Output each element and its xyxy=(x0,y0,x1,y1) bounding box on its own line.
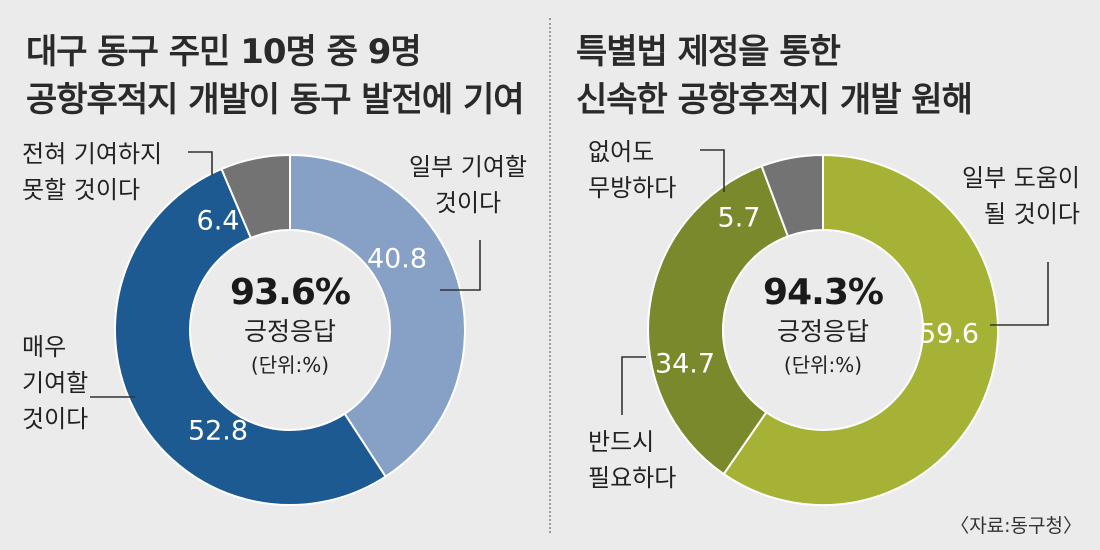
donut-slice xyxy=(760,153,824,238)
slice-value-label: 6.4 xyxy=(197,206,240,237)
leader-line xyxy=(700,149,725,192)
slice-category-label: 될 것이다 xyxy=(984,200,1080,228)
center-label: 긍정응답 xyxy=(777,317,869,346)
chart-title-left: 대구 동구 주민 10명 중 9명 공항후적지 개발이 동구 발전에 기여 xyxy=(26,28,525,124)
leader-line xyxy=(440,240,481,291)
chart-panel-left: 대구 동구 주민 10명 중 9명 공항후적지 개발이 동구 발전에 기여 40… xyxy=(22,28,527,506)
donut-slice xyxy=(220,153,291,240)
title-line: 특별법 제정을 통한 xyxy=(576,32,841,72)
slice-category-label: 못할 것이다 xyxy=(22,176,140,204)
center-value: 94.3% xyxy=(763,272,883,313)
panel-divider xyxy=(549,18,551,533)
slice-value-label: 34.7 xyxy=(655,349,715,380)
slice-category-label: 기여할 xyxy=(22,369,88,397)
chart-panel-right: 특별법 제정을 통한 신속한 공항후적지 개발 원해 59.6 34.7 5.7 일부… xyxy=(550,0,1100,550)
slice-category-label: 없어도 xyxy=(588,138,654,166)
leader-line xyxy=(621,356,646,415)
donut-slice xyxy=(647,164,790,476)
slice-category-label: 것이다 xyxy=(22,405,88,433)
slice-value-label: 40.8 xyxy=(367,244,427,275)
chart-title-right: 특별법 제정을 통한 신속한 공항후적지 개발 원해 xyxy=(576,28,973,124)
slice-value-label: 52.8 xyxy=(188,416,248,447)
slice-category-label: 일부 기여할 xyxy=(409,153,527,181)
slice-category-label: 무방하다 xyxy=(588,174,676,202)
slice-value-label: 5.7 xyxy=(718,203,761,234)
slice-category-label: 전혀 기여하지 xyxy=(22,140,162,168)
slice-value-label: 59.6 xyxy=(919,319,979,350)
slice-category-label: 일부 도움이 xyxy=(962,164,1080,192)
center-value: 93.6% xyxy=(230,272,350,313)
unit-note: (단위:%) xyxy=(784,353,862,377)
leader-line xyxy=(188,151,213,175)
slice-category-label: 매우 xyxy=(22,333,66,361)
center-label: 긍정응답 xyxy=(244,317,336,346)
title-line: 신속한 공항후적지 개발 원해 xyxy=(576,80,973,120)
slice-category-label: 것이다 xyxy=(435,189,501,217)
donut-slice xyxy=(289,153,466,478)
title-line: 대구 동구 주민 10명 중 9명 xyxy=(26,32,422,72)
unit-note: (단위:%) xyxy=(251,353,329,377)
title-line: 공항후적지 개발이 동구 발전에 기여 xyxy=(26,80,525,120)
slice-category-label: 반드시 xyxy=(588,428,654,456)
slice-category-label: 필요하다 xyxy=(588,464,676,492)
donut-slice xyxy=(722,153,999,506)
leader-line xyxy=(990,262,1049,326)
donut-slice xyxy=(114,167,388,506)
source-note: 〈자료:동구청〉 xyxy=(950,515,1082,537)
